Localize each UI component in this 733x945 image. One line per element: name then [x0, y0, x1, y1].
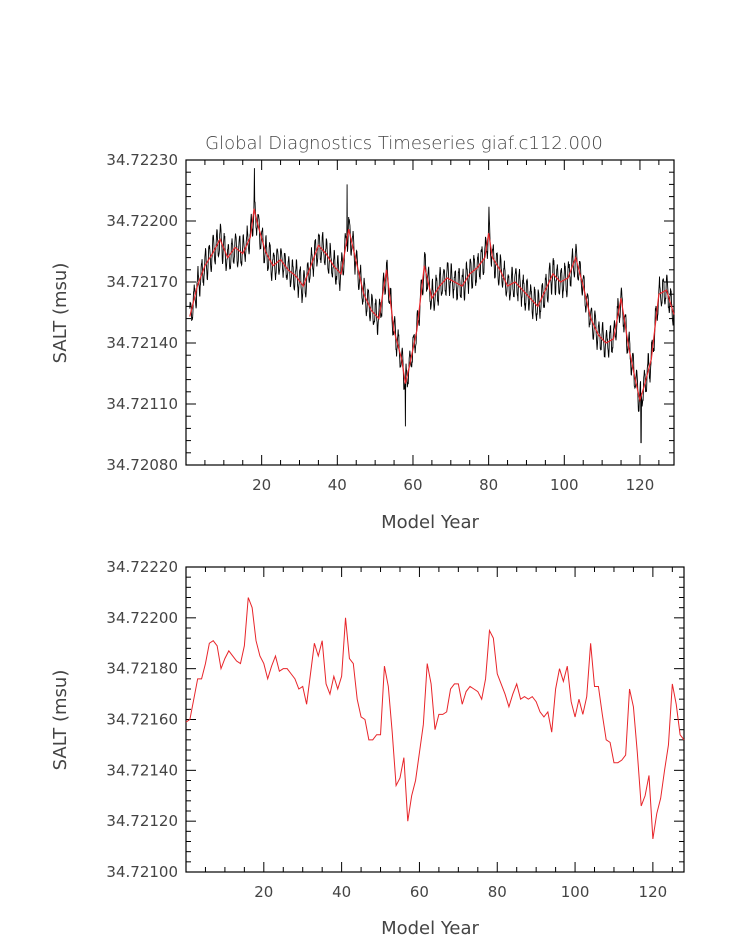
series-line-annual-bottom — [185, 597, 685, 840]
top-chart: Global Diagnostics Timeseries giaf.c112.… — [50, 133, 675, 533]
x-tick-label: 40 — [328, 476, 347, 494]
series-line-monthly — [189, 168, 675, 444]
series-line-annual-top — [189, 208, 675, 403]
plot-area-top — [185, 159, 675, 466]
x-tick-label: 80 — [479, 476, 498, 494]
x-tick-label: 80 — [488, 883, 507, 901]
plot-frame-top — [185, 159, 675, 466]
plot-area-bottom — [185, 566, 685, 873]
x-tick-label: 60 — [403, 476, 422, 494]
y-axis-label-bottom: SALT (msu) — [50, 670, 71, 771]
x-tick-labels-top: 20 40 60 80 100 120 — [252, 476, 654, 494]
y-axis-label-top: SALT (msu) — [50, 263, 71, 364]
y-tick-label: 34.72220 — [106, 558, 178, 576]
x-tick-label: 60 — [410, 883, 429, 901]
y-tick-label: 34.72140 — [106, 761, 178, 779]
x-axis-label-top: Model Year — [381, 512, 479, 533]
x-tick-label: 120 — [639, 883, 668, 901]
y-tick-label: 34.72160 — [106, 711, 178, 729]
x-tick-label: 120 — [626, 476, 655, 494]
y-tick-labels-bottom: 34.72100 34.72120 34.72140 34.72160 34.72180… — [106, 558, 178, 881]
chart-title: Global Diagnostics Timeseries giaf.c112.… — [205, 133, 603, 154]
x-axis-label-bottom: Model Year — [381, 918, 479, 939]
plot-frame-bottom — [185, 566, 685, 873]
y-tick-label: 34.72100 — [106, 863, 178, 881]
x-tick-label: 20 — [252, 476, 271, 494]
y-tick-label: 34.72140 — [106, 334, 178, 352]
y-tick-label: 34.72180 — [106, 660, 178, 678]
x-tick-label: 100 — [561, 883, 590, 901]
y-tick-label: 34.72110 — [106, 395, 178, 413]
bottom-chart: Model Year SALT (msu) 34.7210034.7212034… — [50, 558, 685, 939]
x-tick-label: 40 — [332, 883, 351, 901]
y-tick-labels-top: 34.72080 34.72110 34.72140 34.72170 34.72200… — [106, 151, 178, 474]
x-tick-labels-bottom: 20 40 60 80 100 120 — [254, 883, 667, 901]
y-tick-label: 34.72200 — [106, 609, 178, 627]
x-tick-label: 100 — [550, 476, 579, 494]
y-tick-label: 34.72200 — [106, 212, 178, 230]
y-tick-label: 34.72230 — [106, 151, 178, 169]
x-tick-label: 20 — [254, 883, 273, 901]
y-tick-label: 34.72080 — [106, 456, 178, 474]
y-tick-label: 34.72120 — [106, 812, 178, 830]
y-tick-label: 34.72170 — [106, 273, 178, 291]
